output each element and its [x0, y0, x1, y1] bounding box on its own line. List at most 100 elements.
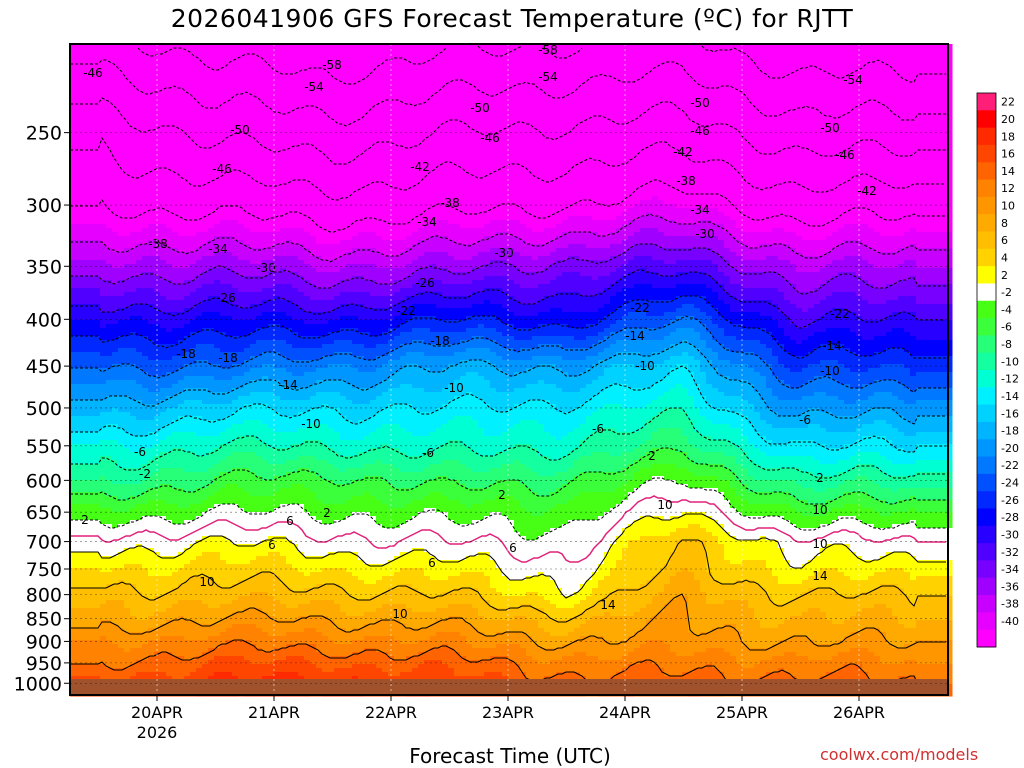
temperature-cell [250, 76, 257, 81]
temperature-cell [100, 256, 107, 261]
temperature-cell [166, 456, 173, 461]
temperature-cell [88, 628, 95, 633]
temperature-cell [112, 376, 119, 381]
temperature-cell [130, 56, 137, 61]
temperature-cell [88, 664, 95, 669]
temperature-cell [118, 188, 125, 193]
temperature-cell [148, 60, 155, 65]
temperature-cell [100, 400, 107, 405]
temperature-cell [196, 60, 203, 65]
temperature-cell [130, 588, 137, 593]
temperature-cell [136, 80, 143, 85]
temperature-cell [244, 400, 251, 405]
temperature-cell [118, 440, 125, 445]
temperature-cell [82, 228, 89, 233]
temperature-cell [88, 180, 95, 185]
temperature-cell [220, 512, 227, 517]
temperature-cell [124, 116, 131, 121]
temperature-cell [82, 392, 89, 397]
temperature-cell [250, 324, 257, 329]
temperature-cell [118, 192, 125, 197]
temperature-cell [124, 484, 131, 489]
temperature-cell [196, 508, 203, 513]
temperature-cell [232, 116, 239, 121]
temperature-cell [238, 296, 245, 301]
temperature-cell [100, 592, 107, 597]
temperature-cell [130, 60, 137, 65]
temperature-cell [214, 324, 221, 329]
temperature-cell [238, 80, 245, 85]
temperature-cell [202, 52, 209, 57]
temperature-cell [214, 196, 221, 201]
temperature-cell [190, 188, 197, 193]
temperature-cell [112, 516, 119, 521]
temperature-cell [76, 192, 83, 197]
temperature-cell [184, 144, 191, 149]
temperature-cell [220, 468, 227, 473]
temperature-cell [148, 136, 155, 141]
temperature-cell [238, 472, 245, 477]
temperature-cell [232, 308, 239, 313]
temperature-cell [160, 156, 167, 161]
temperature-cell [166, 636, 173, 641]
temperature-cell [190, 220, 197, 225]
temperature-cell [142, 496, 149, 501]
temperature-cell [118, 268, 125, 273]
temperature-cell [166, 184, 173, 189]
temperature-cell [106, 628, 113, 633]
temperature-cell [88, 644, 95, 649]
temperature-cell [118, 52, 125, 57]
temperature-cell [88, 464, 95, 469]
temperature-cell [220, 544, 227, 549]
temperature-cell [184, 608, 191, 613]
temperature-cell [148, 492, 155, 497]
temperature-cell [118, 92, 125, 97]
temperature-cell [82, 424, 89, 429]
temperature-cell [148, 100, 155, 105]
temperature-cell [208, 432, 215, 437]
temperature-cell [142, 352, 149, 357]
temperature-cell [202, 224, 209, 229]
temperature-cell [124, 196, 131, 201]
temperature-cell [232, 632, 239, 637]
temperature-cell [172, 476, 179, 481]
temperature-cell [196, 424, 203, 429]
temperature-cell [88, 560, 95, 565]
temperature-cell [172, 156, 179, 161]
temperature-cell [130, 48, 137, 53]
temperature-cell [172, 272, 179, 277]
temperature-cell [130, 172, 137, 177]
temperature-cell [94, 260, 101, 265]
temperature-cell [76, 124, 83, 129]
temperature-cell [202, 284, 209, 289]
temperature-cell [208, 92, 215, 97]
temperature-cell [202, 204, 209, 209]
temperature-cell [94, 216, 101, 221]
temperature-cell [184, 568, 191, 573]
temperature-cell [130, 240, 137, 245]
temperature-cell [244, 504, 251, 509]
temperature-cell [148, 420, 155, 425]
temperature-cell [88, 340, 95, 345]
temperature-cell [124, 320, 131, 325]
temperature-cell [184, 652, 191, 657]
temperature-cell [232, 144, 239, 149]
temperature-cell [112, 528, 119, 533]
temperature-cell [184, 212, 191, 217]
temperature-cell [250, 108, 257, 113]
temperature-cell [178, 668, 185, 673]
temperature-cell [136, 512, 143, 517]
temperature-cell [250, 452, 257, 457]
temperature-cell [226, 528, 233, 533]
temperature-cell [184, 596, 191, 601]
temperature-cell [208, 628, 215, 633]
temperature-cell [130, 460, 137, 465]
temperature-cell [148, 88, 155, 93]
temperature-cell [148, 444, 155, 449]
temperature-cell [124, 456, 131, 461]
temperature-cell [136, 284, 143, 289]
temperature-cell [190, 64, 197, 69]
temperature-cell [172, 316, 179, 321]
temperature-cell [214, 592, 221, 597]
temperature-cell [82, 92, 89, 97]
